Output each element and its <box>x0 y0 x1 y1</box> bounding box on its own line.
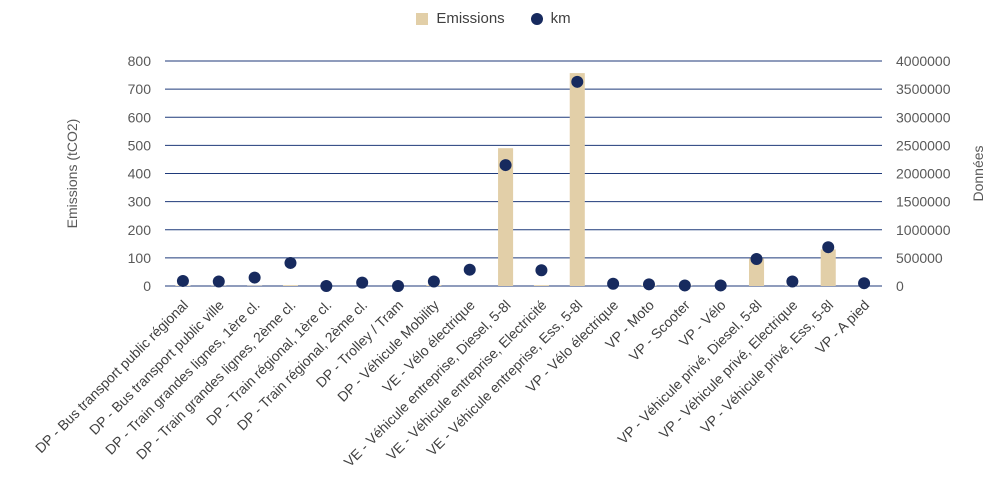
point-km <box>248 271 261 284</box>
point-km <box>858 277 871 290</box>
point-km <box>822 241 835 254</box>
y2-tick-label: 500000 <box>896 250 943 266</box>
legend-item-emissions: Emissions <box>416 10 505 27</box>
y-tick-label: 200 <box>128 222 152 238</box>
point-km <box>499 159 512 172</box>
point-km <box>535 264 548 277</box>
point-km <box>463 263 476 276</box>
y-tick-label: 700 <box>128 81 152 97</box>
y-axis-title: Emissions (tCO2) <box>64 119 80 229</box>
y2-tick-label: 2000000 <box>896 166 951 182</box>
y-tick-label: 500 <box>128 137 152 153</box>
bar-emissions <box>533 285 549 286</box>
y2-tick-label: 2500000 <box>896 137 951 153</box>
x-tick-label: DP - Train grandes lignes, 1ère cl. <box>102 297 263 458</box>
legend-label-emissions: Emissions <box>436 10 505 27</box>
y2-tick-label: 1500000 <box>896 194 951 210</box>
bar-emissions <box>748 258 765 286</box>
point-km <box>642 278 655 291</box>
bar-emissions <box>282 285 299 286</box>
y2-tick-label: 1000000 <box>896 222 951 238</box>
bar-emissions <box>820 249 836 286</box>
point-km <box>356 276 369 289</box>
legend-swatch-km <box>530 12 543 25</box>
point-km <box>714 279 727 292</box>
y2-axis-title: Données <box>970 145 986 201</box>
y-tick-label: 0 <box>143 278 151 294</box>
legend-swatch-emissions <box>416 12 429 25</box>
point-km <box>786 275 799 288</box>
point-km <box>176 274 189 287</box>
y2-tick-label: 0 <box>896 278 904 294</box>
point-km <box>320 280 333 292</box>
point-km <box>750 253 763 265</box>
y-tick-label: 100 <box>128 250 152 266</box>
point-km <box>571 75 584 88</box>
legend-label-km: km <box>550 10 571 27</box>
y2-tick-label: 3000000 <box>896 109 951 125</box>
bar-emissions <box>569 73 585 286</box>
point-km <box>284 256 297 269</box>
y-tick-label: 600 <box>128 109 152 125</box>
point-km <box>212 275 225 288</box>
y-tick-label: 300 <box>128 194 152 210</box>
point-km <box>392 280 405 292</box>
y-tick-label: 800 <box>128 53 152 69</box>
y2-tick-label: 4000000 <box>896 53 951 69</box>
point-km <box>678 279 691 292</box>
y-tick-label: 400 <box>128 166 152 182</box>
point-km <box>427 275 440 288</box>
chart-legend: Emissions km <box>0 10 987 27</box>
y2-tick-label: 3500000 <box>896 81 951 97</box>
legend-item-km: km <box>530 10 571 27</box>
point-km <box>607 277 620 290</box>
bar-emissions <box>498 148 514 286</box>
